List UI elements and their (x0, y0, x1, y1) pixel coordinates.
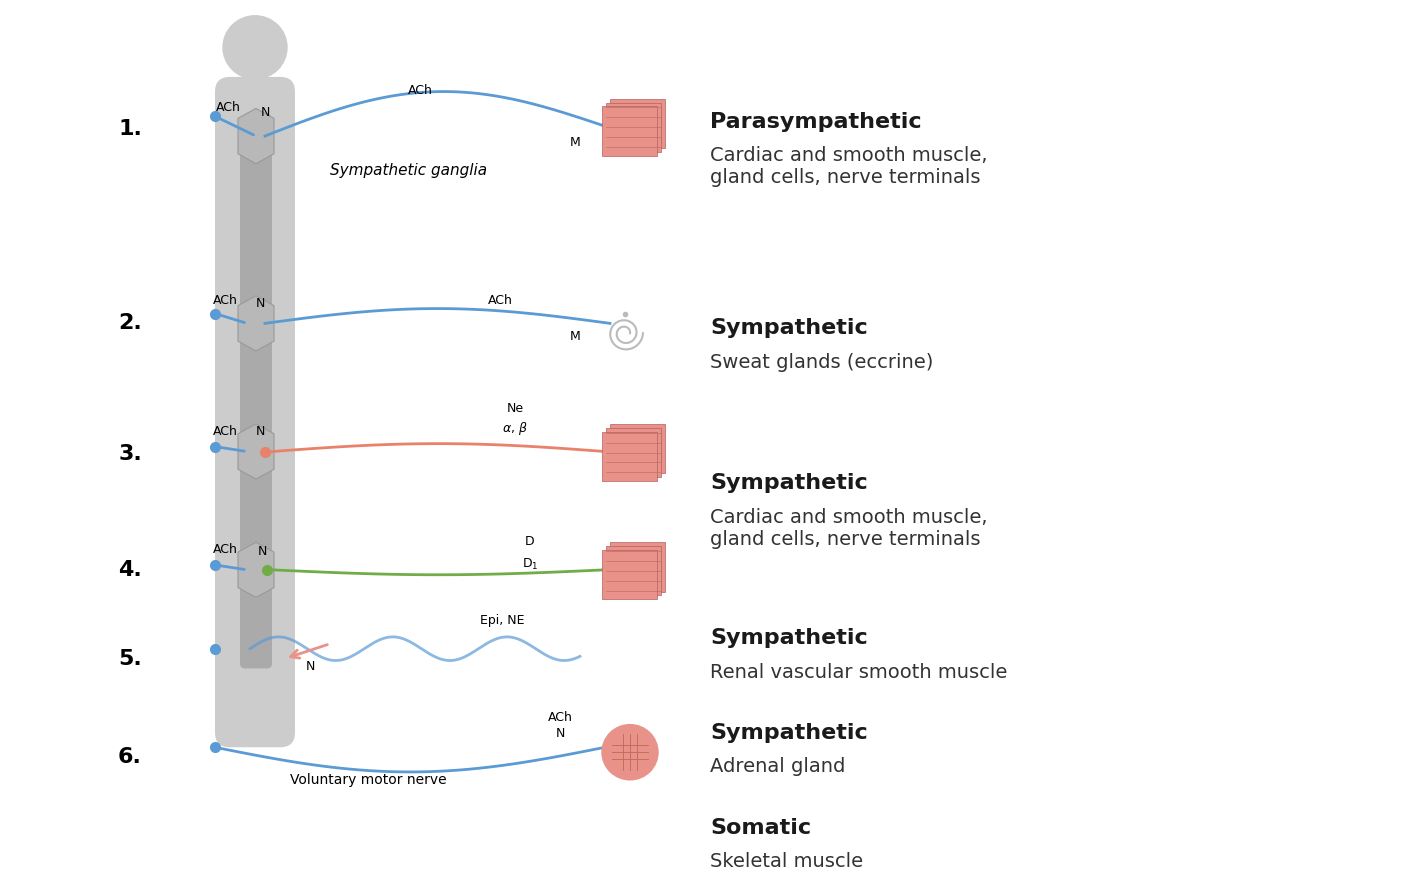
Polygon shape (238, 542, 273, 597)
Text: D: D (526, 535, 535, 548)
Text: Parasympathetic: Parasympathetic (710, 112, 921, 132)
Text: N: N (258, 545, 266, 558)
Text: Skeletal muscle: Skeletal muscle (710, 852, 864, 871)
Text: D$_1$: D$_1$ (521, 557, 538, 572)
Text: Voluntary motor nerve: Voluntary motor nerve (290, 773, 447, 787)
Text: ACh: ACh (213, 293, 238, 306)
Text: Adrenal gland: Adrenal gland (710, 758, 845, 776)
Polygon shape (603, 432, 658, 481)
Polygon shape (610, 424, 665, 473)
Text: Ne: Ne (506, 402, 524, 415)
Text: M: M (569, 136, 581, 149)
Text: ACh: ACh (548, 711, 572, 724)
Text: Renal vascular smooth muscle: Renal vascular smooth muscle (710, 663, 1007, 682)
Text: Sympathetic: Sympathetic (710, 473, 868, 493)
Text: Epi, NE: Epi, NE (480, 614, 524, 627)
Polygon shape (610, 99, 665, 148)
Text: Sweat glands (eccrine): Sweat glands (eccrine) (710, 353, 933, 372)
Polygon shape (238, 296, 273, 351)
Text: 5.: 5. (118, 649, 142, 669)
Text: 6.: 6. (118, 747, 142, 767)
Text: ACh: ACh (213, 543, 238, 556)
Polygon shape (603, 107, 658, 155)
Polygon shape (606, 546, 661, 595)
Text: $\alpha$, $\beta$: $\alpha$, $\beta$ (502, 420, 528, 436)
FancyBboxPatch shape (240, 146, 272, 669)
Text: 4.: 4. (118, 560, 142, 580)
Polygon shape (238, 108, 273, 163)
Text: 1.: 1. (118, 119, 142, 139)
Text: 2.: 2. (118, 313, 142, 333)
Text: Sympathetic ganglia: Sympathetic ganglia (330, 163, 488, 178)
Text: N: N (255, 297, 265, 310)
FancyBboxPatch shape (216, 77, 294, 747)
Text: ACh: ACh (213, 425, 238, 437)
Text: N: N (555, 727, 565, 740)
Text: ACh: ACh (407, 84, 433, 97)
Text: ACh: ACh (216, 101, 241, 114)
Text: Cardiac and smooth muscle,
gland cells, nerve terminals: Cardiac and smooth muscle, gland cells, … (710, 508, 988, 549)
Text: N: N (306, 660, 314, 673)
Text: 3.: 3. (118, 444, 142, 464)
Text: M: M (569, 330, 581, 343)
Text: Cardiac and smooth muscle,
gland cells, nerve terminals: Cardiac and smooth muscle, gland cells, … (710, 147, 988, 188)
Text: Sympathetic: Sympathetic (710, 723, 868, 743)
Text: N: N (261, 107, 269, 120)
Circle shape (602, 725, 658, 780)
Polygon shape (603, 550, 658, 600)
Polygon shape (238, 424, 273, 479)
Text: Sympathetic: Sympathetic (710, 319, 868, 339)
Polygon shape (606, 428, 661, 478)
Text: Sympathetic: Sympathetic (710, 629, 868, 649)
Polygon shape (610, 542, 665, 592)
Circle shape (223, 16, 287, 79)
Text: N: N (255, 425, 265, 437)
Text: Somatic: Somatic (710, 818, 812, 837)
Polygon shape (606, 102, 661, 152)
Text: ACh: ACh (488, 293, 513, 306)
